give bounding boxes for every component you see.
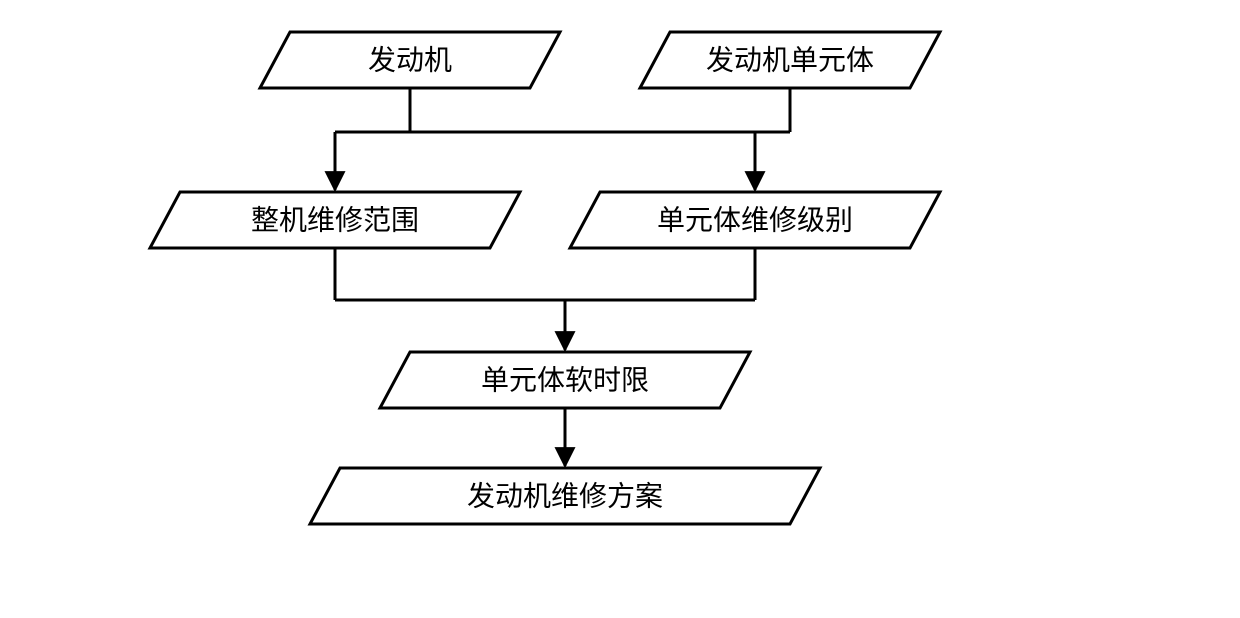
flow-node: 发动机: [260, 32, 560, 88]
flow-node: 发动机单元体: [640, 32, 940, 88]
flow-node-label: 发动机维修方案: [467, 481, 663, 512]
flow-node: 单元体维修级别: [570, 192, 940, 248]
flow-node-label: 单元体维修级别: [657, 205, 853, 236]
flowchart-canvas: 发动机 发动机单元体整机维修范围 单元体维修级别单元体软时限发动机维修方案: [0, 0, 1240, 618]
flow-node-label: 发动机单元体: [706, 45, 874, 76]
flow-node: 发动机维修方案: [310, 468, 820, 524]
flow-node-label: 发动机: [368, 45, 452, 76]
flow-node-label: 整机维修范围: [251, 205, 419, 236]
flow-node-label: 单元体软时限: [481, 365, 649, 396]
flow-node: 单元体软时限: [380, 352, 750, 408]
flow-node: 整机维修范围: [150, 192, 520, 248]
